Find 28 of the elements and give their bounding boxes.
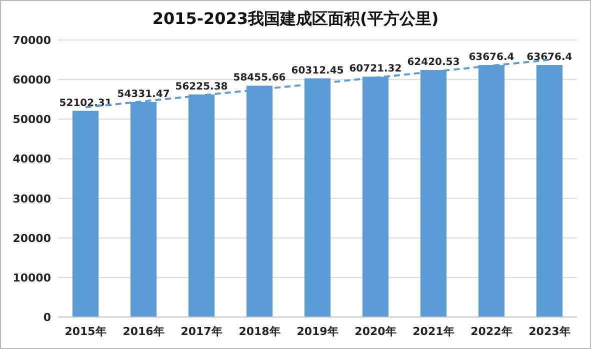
y-tick-label: 20000: [12, 232, 52, 245]
data-label: 60312.45: [291, 65, 344, 76]
x-tick-label: 2016年: [122, 325, 164, 338]
y-tick-label: 0: [43, 311, 52, 324]
data-label: 58455.66: [233, 72, 286, 84]
data-label: 54331.47: [117, 89, 170, 100]
y-tick-label: 40000: [12, 152, 52, 166]
y-tick-label: 50000: [12, 113, 52, 126]
data-label: 62420.53: [407, 56, 460, 68]
y-tick-label: 60000: [12, 74, 52, 87]
x-tick-label: 2019年: [296, 325, 338, 338]
bar: [72, 110, 99, 317]
bar: [536, 65, 563, 317]
x-tick-label: 2017年: [180, 325, 222, 338]
data-label: 63676.4: [526, 52, 572, 64]
x-tick-label: 2022年: [470, 325, 512, 338]
data-label: 60721.32: [349, 64, 402, 75]
y-tick-label: 70000: [12, 34, 52, 47]
y-tick-label: 10000: [12, 271, 52, 284]
x-tick-label: 2018年: [238, 325, 280, 338]
x-tick-label: 2015年: [64, 325, 106, 338]
data-label: 63676.4: [468, 52, 514, 64]
chart-title: 2015-2023我国建成区面积(平方公里): [152, 9, 439, 28]
x-tick-label: 2021年: [412, 325, 454, 338]
x-tick-label: 2020年: [354, 325, 396, 338]
data-label: 56225.38: [175, 82, 228, 93]
y-tick-label: 30000: [12, 192, 52, 206]
x-tick-label: 2023年: [528, 325, 570, 338]
